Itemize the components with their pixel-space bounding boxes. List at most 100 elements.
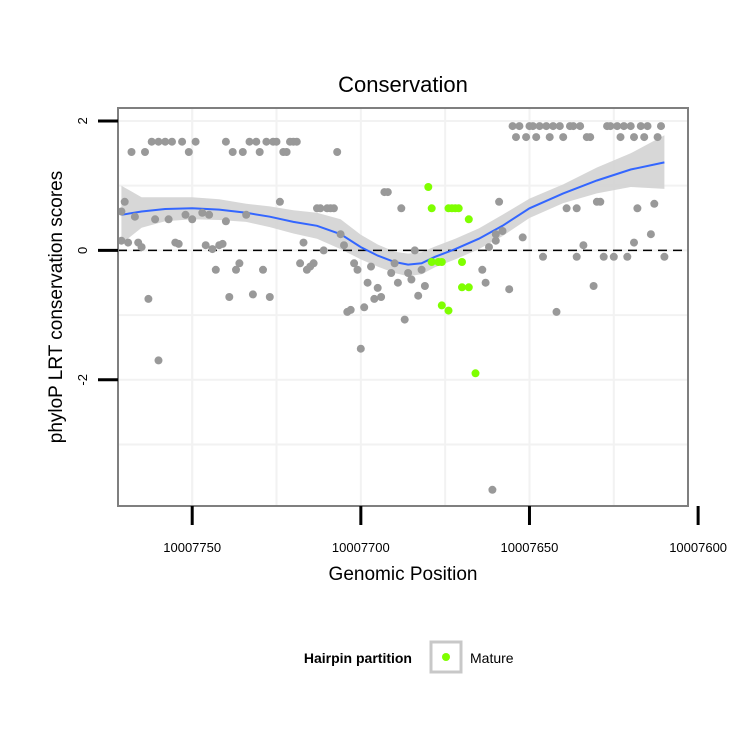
conservation-point <box>259 265 267 274</box>
mature-point <box>458 283 466 292</box>
mature-point <box>458 258 466 266</box>
conservation-point <box>488 485 497 494</box>
x-tick-label: 10007700 <box>332 540 390 555</box>
conservation-point <box>292 137 301 146</box>
conservation-point <box>414 291 423 300</box>
conservation-point <box>353 265 362 274</box>
conservation-point <box>333 148 342 156</box>
conservation-point <box>255 148 264 156</box>
y-tick-label: 0 <box>75 247 90 254</box>
conservation-point <box>609 252 618 261</box>
conservation-point <box>491 236 500 245</box>
conservation-point <box>420 282 429 290</box>
conservation-point <box>117 236 126 245</box>
conservation-point <box>535 122 544 131</box>
mature-point <box>444 306 453 315</box>
conservation-point <box>522 133 531 142</box>
conservation-point <box>549 122 558 131</box>
conservation-point <box>623 252 632 261</box>
confidence-ribbon <box>121 135 665 277</box>
legend-mature-dot <box>442 653 450 661</box>
conservation-point <box>124 238 133 247</box>
conservation-point <box>299 238 308 247</box>
conservation-point <box>232 265 240 274</box>
conservation-point <box>127 148 136 156</box>
conservation-point <box>390 259 399 268</box>
x-axis: 10007750 10007700 10007650 10007600 <box>163 506 727 555</box>
conservation-point <box>154 137 163 146</box>
conservation-point <box>168 137 176 146</box>
conservation-point <box>117 207 126 216</box>
conservation-point <box>340 241 348 250</box>
conservation-point <box>221 217 230 226</box>
conservation-point <box>660 252 669 261</box>
conservation-point <box>478 265 487 274</box>
legend-title: Hairpin partition <box>304 650 412 666</box>
conservation-point <box>147 137 156 146</box>
conservation-point <box>272 137 281 146</box>
mature-point <box>471 369 480 378</box>
conservation-point <box>208 245 217 254</box>
conservation-point <box>552 307 561 316</box>
conservation-point <box>248 290 257 299</box>
conservation-point <box>643 122 652 131</box>
conservation-point <box>407 275 416 284</box>
conservation-point <box>282 148 291 156</box>
conservation-point <box>151 215 160 224</box>
chart-title: Conservation <box>338 72 468 97</box>
conservation-point <box>498 227 507 235</box>
mature-point <box>437 301 446 310</box>
conservation-point <box>191 137 200 146</box>
conservation-point <box>640 133 649 142</box>
conservation-point <box>383 188 392 197</box>
conservation-point <box>562 204 571 213</box>
conservation-point <box>417 265 426 274</box>
conservation-point <box>393 278 402 287</box>
conservation-point <box>539 252 547 261</box>
conservation-point <box>613 122 622 131</box>
conservation-point <box>201 241 210 250</box>
conservation-point <box>636 122 645 131</box>
y-tick-label: 2 <box>75 117 90 124</box>
conservation-point <box>657 122 665 131</box>
conservation-point <box>572 204 581 213</box>
conservation-point <box>242 210 251 219</box>
conservation-point <box>218 239 227 248</box>
conservation-point <box>569 122 578 131</box>
conservation-point <box>367 262 375 271</box>
conservation-point <box>586 133 595 142</box>
conservation-point <box>350 259 359 268</box>
conservation-point <box>309 259 318 268</box>
conservation-point <box>356 344 365 353</box>
conservation-point <box>161 137 170 146</box>
conservation-point <box>205 210 214 219</box>
conservation-point <box>619 122 628 131</box>
conservation-point <box>373 283 382 292</box>
conservation-point <box>329 204 338 213</box>
conservation-point <box>377 293 386 301</box>
conservation-point <box>336 230 345 239</box>
conservation-point <box>164 215 173 224</box>
conservation-point <box>633 204 642 213</box>
conservation-point <box>589 282 598 290</box>
conservation-point <box>137 243 146 252</box>
conservation-point <box>508 122 517 131</box>
conservation-point <box>252 137 261 146</box>
conservation-point <box>141 148 149 156</box>
conservation-point <box>154 356 163 365</box>
conservation-point <box>616 133 625 142</box>
conservation-point <box>630 133 638 142</box>
x-tick-label: 10007650 <box>501 540 559 555</box>
conservation-point <box>130 212 139 221</box>
mature-point <box>464 283 473 292</box>
conservation-point <box>653 133 662 142</box>
conservation-point <box>363 278 372 287</box>
conservation-point <box>346 305 355 314</box>
y-axis: 2 0 -2 <box>75 117 118 386</box>
conservation-point <box>387 269 396 277</box>
conservation-point <box>238 148 247 156</box>
conservation-point <box>397 204 406 213</box>
conservation-point <box>235 259 244 268</box>
legend: Hairpin partition Mature <box>304 640 514 674</box>
